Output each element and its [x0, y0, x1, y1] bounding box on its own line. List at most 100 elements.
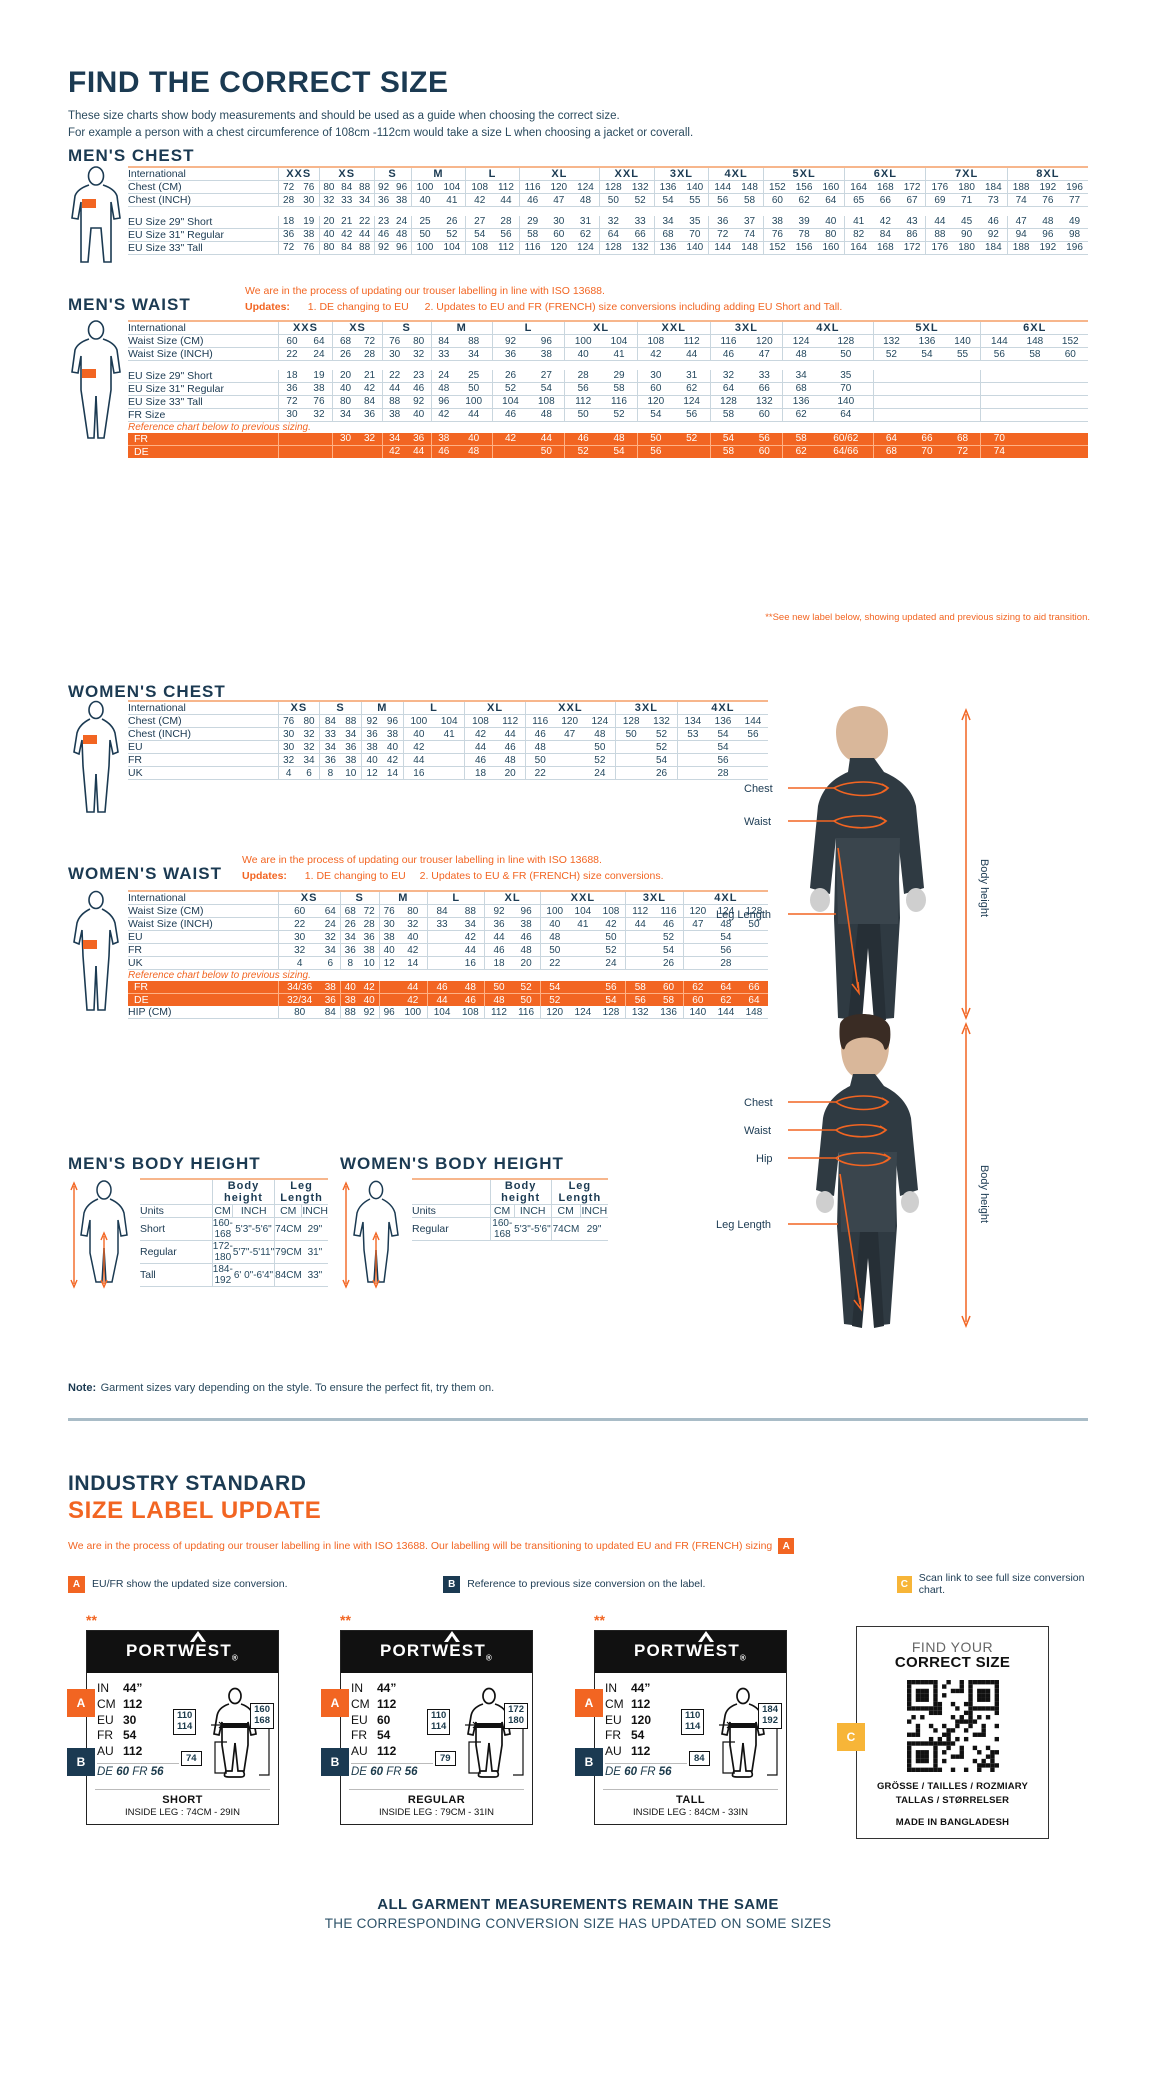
label-row: CM 112: [97, 1697, 179, 1713]
cell: 84: [319, 714, 341, 728]
cell: [980, 408, 1088, 421]
cell: 62: [686, 383, 698, 394]
label-row-key: CM: [351, 1696, 370, 1711]
row-label: Waist Size (CM): [128, 905, 204, 917]
cell: 80: [277, 1006, 321, 1019]
ref-cell: [1017, 432, 1053, 445]
cell: 88: [339, 1006, 360, 1019]
cell: 42: [407, 944, 419, 956]
row-label: Chest (CM): [128, 181, 182, 193]
ref-cell: 62: [682, 981, 712, 994]
cell: 44: [484, 930, 513, 944]
cell: 84: [879, 229, 891, 240]
cell: 140: [837, 396, 855, 407]
label-previous-sizing: DE 60 FR 56: [97, 1763, 179, 1778]
cell: 33: [319, 727, 341, 741]
cell: 64: [598, 228, 627, 241]
ref-cell: 48: [601, 432, 638, 445]
cell: 78: [798, 229, 810, 240]
ref-cell: 56: [625, 993, 655, 1006]
cell: 40: [360, 753, 383, 767]
cell: 44: [359, 229, 371, 240]
cell: [872, 382, 981, 395]
womens-waist-title: WOMEN'S WAIST: [68, 864, 222, 883]
cell: 22: [381, 369, 407, 382]
cell: 38: [345, 754, 357, 766]
cell: 28: [717, 767, 729, 779]
label-row-key: EU: [605, 1712, 622, 1727]
cell: 66: [634, 229, 646, 240]
ref-cell: 52: [564, 444, 602, 458]
cell: 40: [410, 193, 439, 207]
cell: 80: [318, 241, 338, 254]
cell: 34: [303, 754, 315, 766]
registered-mark: ®: [231, 1653, 240, 1663]
cell: 76: [313, 396, 325, 407]
cell: 68: [332, 334, 358, 348]
cell: 104: [443, 181, 461, 193]
womens-waist-note: We are in the process of updating our tr…: [242, 852, 722, 885]
cell: 120: [539, 1006, 569, 1019]
cell: 64: [825, 194, 837, 206]
col-header: CM: [489, 1204, 515, 1218]
qr-code[interactable]: [906, 1680, 999, 1772]
cell: 30: [553, 216, 565, 227]
ref-cell: 40: [339, 981, 360, 994]
cell: 144: [717, 1006, 735, 1018]
legend-text: Reference to previous size conversion on…: [467, 1578, 706, 1590]
registered-mark: ®: [739, 1653, 748, 1663]
cell: 46: [709, 347, 747, 361]
cell: 52: [655, 741, 668, 753]
cell: 116: [518, 241, 546, 254]
cell: [872, 395, 981, 408]
cell: 31: [686, 370, 698, 381]
cell: 32: [709, 369, 747, 382]
mannequin-label-waist-f: Waist: [744, 1125, 771, 1137]
group-header: Leg Length: [550, 1179, 608, 1205]
intro-line-2: For example a person with a chest circum…: [68, 127, 694, 140]
cell: 116: [611, 396, 627, 407]
cell: 136: [782, 395, 820, 408]
cell: 62: [782, 408, 820, 421]
cell: [625, 930, 655, 944]
cell: [434, 767, 465, 780]
cell: 38: [386, 728, 399, 740]
cell: 82: [844, 228, 873, 241]
cell: 8: [339, 956, 360, 970]
row-label: Waist Size (CM): [128, 335, 204, 347]
cell: 26: [491, 369, 529, 382]
cell: 38: [363, 944, 375, 956]
cell: 34: [339, 930, 360, 944]
cell: [615, 766, 647, 780]
ref-cell: 46: [430, 444, 456, 458]
womens-body-height-title: WOMEN'S BODY HEIGHT: [340, 1154, 564, 1173]
fr-label: FR: [640, 1766, 656, 1779]
cell: [615, 753, 647, 767]
row-label-international: International: [128, 322, 186, 334]
label-row-value: 112: [377, 1696, 397, 1711]
cell: 128: [709, 395, 747, 408]
cell: [569, 944, 597, 957]
cell: 66: [758, 383, 770, 394]
cell: 104: [574, 905, 592, 917]
cell: 90: [961, 229, 973, 240]
cell: 100: [539, 904, 569, 918]
cell: 184: [984, 181, 1002, 193]
cell: 47: [564, 728, 576, 740]
mens-waist-title: MEN'S WAIST: [68, 295, 191, 314]
size-header: XS: [332, 321, 383, 335]
ref-cell: 54: [596, 993, 626, 1006]
cell: 92: [373, 180, 393, 194]
brand-bar: PORTWEST®: [87, 1631, 278, 1673]
badge-a: A: [68, 1575, 85, 1593]
cell: 164: [844, 241, 873, 254]
cell: 18: [277, 369, 306, 382]
cell: 76: [381, 334, 407, 348]
cell: 104: [443, 242, 461, 253]
cell: [555, 741, 585, 754]
col-header: CM: [211, 1204, 233, 1218]
cell: 100: [404, 1006, 422, 1018]
update-item-2: 2. Updates to EU and FR (FRENCH) size co…: [424, 301, 843, 314]
label-update-intro: We are in the process of updating our tr…: [68, 1538, 1088, 1555]
cell: 38: [381, 408, 407, 421]
